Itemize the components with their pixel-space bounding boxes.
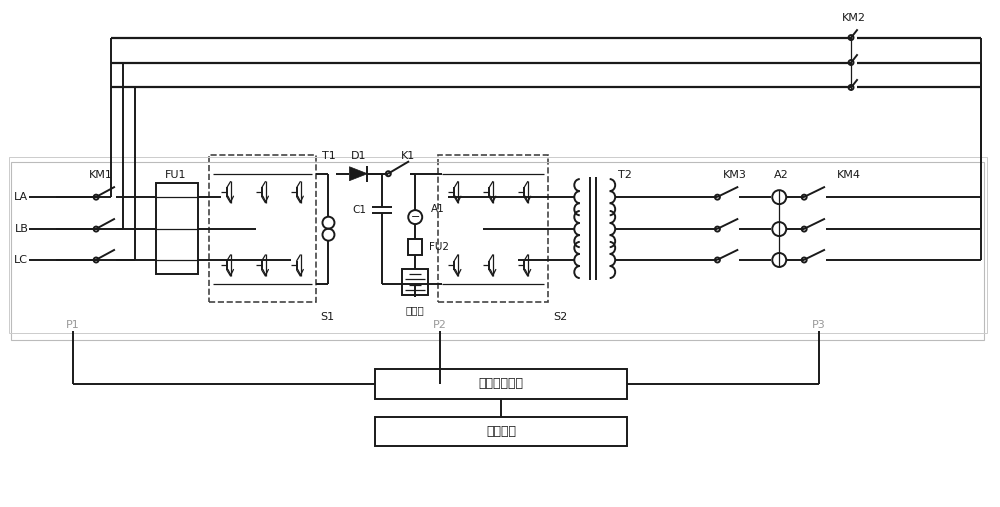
Text: C1: C1 (352, 205, 366, 215)
Text: 电池组: 电池组 (406, 305, 425, 315)
Text: P1: P1 (66, 320, 80, 330)
Text: T1: T1 (322, 151, 335, 161)
Text: KM2: KM2 (842, 13, 866, 23)
Text: FU2: FU2 (429, 242, 449, 252)
Text: LA: LA (14, 192, 28, 202)
Text: FU1: FU1 (165, 170, 187, 180)
Bar (156, 183, 198, 274)
Text: KM3: KM3 (722, 170, 746, 180)
Text: −: − (411, 212, 420, 222)
Bar (209, 155, 316, 302)
Text: 信号采集单元: 信号采集单元 (478, 377, 523, 390)
Bar (438, 155, 548, 302)
Text: KM4: KM4 (837, 170, 861, 180)
Text: A1: A1 (431, 204, 445, 214)
Text: S1: S1 (320, 312, 335, 322)
Text: S2: S2 (553, 312, 567, 322)
Text: 控制单元: 控制单元 (486, 425, 516, 438)
Text: K1: K1 (401, 151, 415, 161)
Text: A2: A2 (774, 170, 789, 180)
Text: KM1: KM1 (89, 170, 113, 180)
Text: LC: LC (14, 255, 28, 265)
Polygon shape (349, 167, 367, 180)
Bar (375, 417, 627, 447)
Bar (375, 369, 627, 399)
Text: P2: P2 (433, 320, 447, 330)
Bar (9, 157, 987, 333)
Bar (408, 239, 422, 255)
Bar (402, 269, 428, 295)
Text: T2: T2 (618, 170, 632, 180)
Bar (11, 162, 984, 340)
Text: LB: LB (14, 224, 28, 234)
Text: D1: D1 (351, 151, 366, 161)
Text: P3: P3 (812, 320, 826, 330)
